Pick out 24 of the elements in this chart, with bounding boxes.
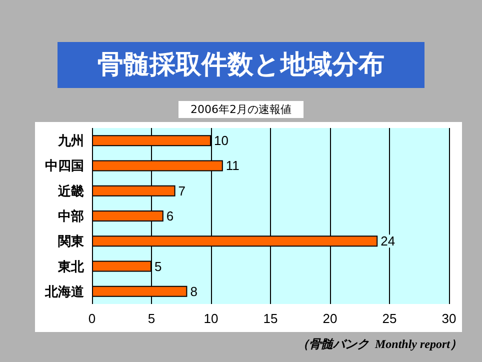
- data-label: 8: [190, 284, 198, 299]
- x-tick-label: 20: [322, 311, 338, 326]
- y-tick-label: 近畿: [57, 183, 84, 198]
- data-label: 7: [178, 183, 186, 198]
- data-label: 5: [154, 258, 162, 274]
- x-tick-label: 15: [263, 311, 278, 326]
- y-tick-label: 北海道: [44, 284, 85, 299]
- y-tick-label: 東北: [57, 258, 85, 274]
- y-tick-label: 関東: [58, 234, 85, 249]
- y-tick-label: 中部: [58, 208, 84, 224]
- x-tick-label: 5: [148, 311, 156, 326]
- data-label: 11: [226, 158, 240, 174]
- x-tick-label: 25: [382, 311, 397, 326]
- data-label: 24: [380, 234, 396, 249]
- chart-title: 骨髄採取件数と地域分布: [98, 50, 384, 80]
- y-tick-label: 中四国: [45, 158, 84, 174]
- x-tick-label: 10: [204, 311, 218, 326]
- text: （骨髄バンク Monthly report）: [296, 337, 462, 351]
- x-tick-label: 0: [88, 311, 96, 326]
- data-label: 6: [166, 208, 174, 224]
- y-tick-label: 九州: [57, 133, 84, 148]
- data-label: 10: [214, 133, 228, 148]
- x-tick-label: 30: [442, 311, 456, 326]
- chart-subtitle: 2006年2月の速報値: [190, 103, 292, 116]
